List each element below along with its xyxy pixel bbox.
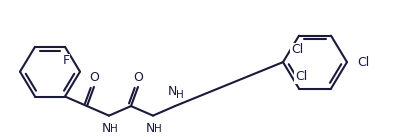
- Text: H: H: [110, 124, 118, 134]
- Text: Cl: Cl: [357, 56, 369, 69]
- Text: Cl: Cl: [291, 43, 303, 56]
- Text: H: H: [176, 90, 184, 100]
- Text: H: H: [154, 124, 162, 134]
- Text: Cl: Cl: [295, 70, 307, 83]
- Text: F: F: [62, 55, 70, 68]
- Text: N: N: [167, 85, 177, 98]
- Text: N: N: [101, 122, 111, 135]
- Text: O: O: [89, 71, 99, 84]
- Text: N: N: [145, 122, 155, 135]
- Text: O: O: [133, 71, 143, 84]
